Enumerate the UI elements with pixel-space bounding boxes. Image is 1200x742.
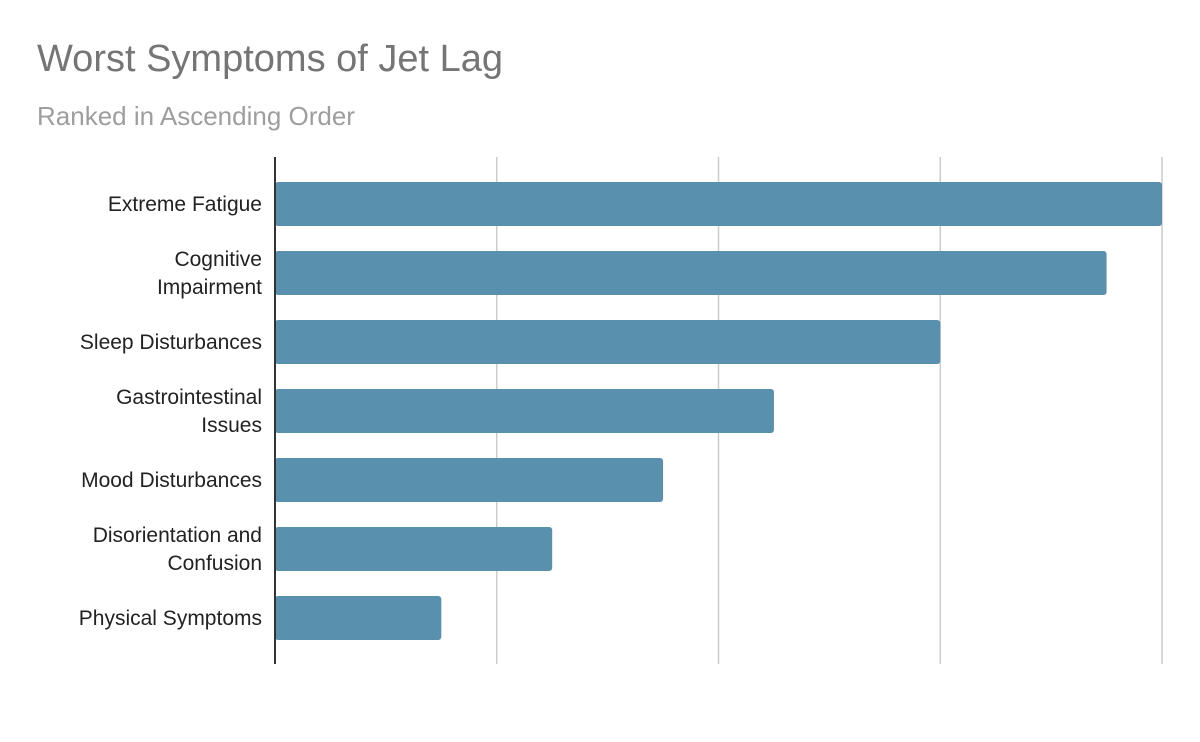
category-label: Gastrointestinal Issues <box>116 386 262 437</box>
bar <box>275 458 664 502</box>
category-label: Disorientation and Confusion <box>93 524 262 575</box>
category-label-line: Cognitive <box>174 248 262 271</box>
category-label: Physical Symptoms <box>79 607 262 630</box>
category-label-line: Confusion <box>167 552 262 575</box>
category-label: Cognitive Impairment <box>157 248 262 299</box>
category-label: Extreme Fatigue <box>108 193 262 216</box>
bar <box>275 389 774 433</box>
bar <box>275 596 442 640</box>
chart-title: Worst Symptoms of Jet Lag <box>37 38 504 80</box>
category-labels: Extreme Fatigue Cognitive Impairment Sleep … <box>79 193 262 630</box>
category-label: Sleep Disturbances <box>80 331 262 354</box>
category-label-line: Disorientation and <box>93 524 262 547</box>
category-label-line: Issues <box>201 414 262 437</box>
category-label-line: Gastrointestinal <box>116 386 262 409</box>
bar <box>275 251 1107 295</box>
category-label-line: Mood Disturbances <box>81 469 262 492</box>
bar <box>275 527 553 571</box>
bars <box>275 182 1162 640</box>
category-label-line: Extreme Fatigue <box>108 193 262 216</box>
category-label: Mood Disturbances <box>81 469 262 492</box>
category-label-line: Physical Symptoms <box>79 607 262 630</box>
category-label-line: Sleep Disturbances <box>80 331 262 354</box>
bar <box>275 182 1162 226</box>
chart-subtitle: Ranked in Ascending Order <box>37 101 355 131</box>
category-label-line: Impairment <box>157 276 262 299</box>
bar <box>275 320 941 364</box>
